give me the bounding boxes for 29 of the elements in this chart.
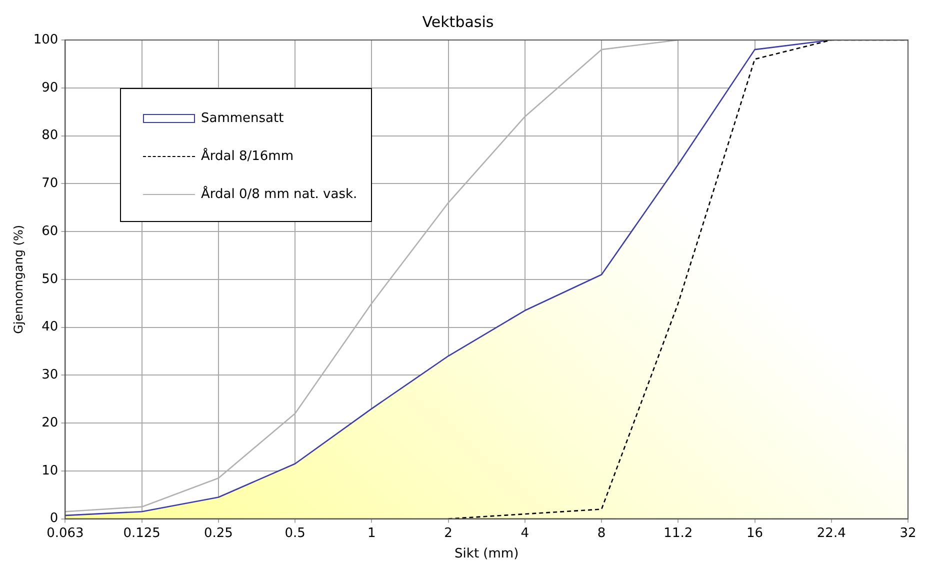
x-tick-label: 0.5 bbox=[284, 526, 306, 541]
x-tick-label: 2 bbox=[444, 526, 452, 541]
x-tick-label: 1 bbox=[368, 526, 376, 541]
y-axis-title: Gjennomgang (%) bbox=[11, 224, 26, 334]
legend-label: Årdal 8/16mm bbox=[201, 148, 294, 164]
y-tick-label: 60 bbox=[42, 224, 58, 239]
x-tick-label: 22.4 bbox=[816, 526, 846, 541]
x-axis-title: Sikt (mm) bbox=[454, 546, 519, 562]
x-tick-label: 11.2 bbox=[664, 526, 693, 541]
x-tick-label: 32 bbox=[900, 526, 916, 541]
x-tick-label: 16 bbox=[746, 526, 764, 541]
y-tick-label: 70 bbox=[42, 176, 58, 192]
x-tick-label: 0.063 bbox=[46, 526, 84, 541]
x-tick-label: 4 bbox=[520, 526, 530, 541]
y-tick-label: 10 bbox=[42, 463, 58, 478]
x-tick-label: 0.25 bbox=[204, 526, 233, 541]
y-tick-label: 90 bbox=[42, 80, 58, 96]
x-tick-label: 0.125 bbox=[123, 526, 160, 541]
x-tick-label: 8 bbox=[597, 526, 606, 541]
legend-label: Sammensatt bbox=[201, 110, 284, 126]
chart-title: Vektbasis bbox=[422, 12, 494, 31]
y-tick-label: 80 bbox=[42, 128, 58, 144]
y-tick-label: 100 bbox=[33, 32, 58, 48]
y-tick-label: 50 bbox=[42, 272, 58, 287]
y-tick-label: 30 bbox=[42, 368, 58, 383]
y-tick-label: 20 bbox=[42, 415, 58, 430]
legend-label: Årdal 0/8 mm nat. vask. bbox=[201, 186, 358, 202]
y-tick-label: 40 bbox=[42, 320, 58, 335]
y-tick-label: 0 bbox=[50, 511, 58, 526]
